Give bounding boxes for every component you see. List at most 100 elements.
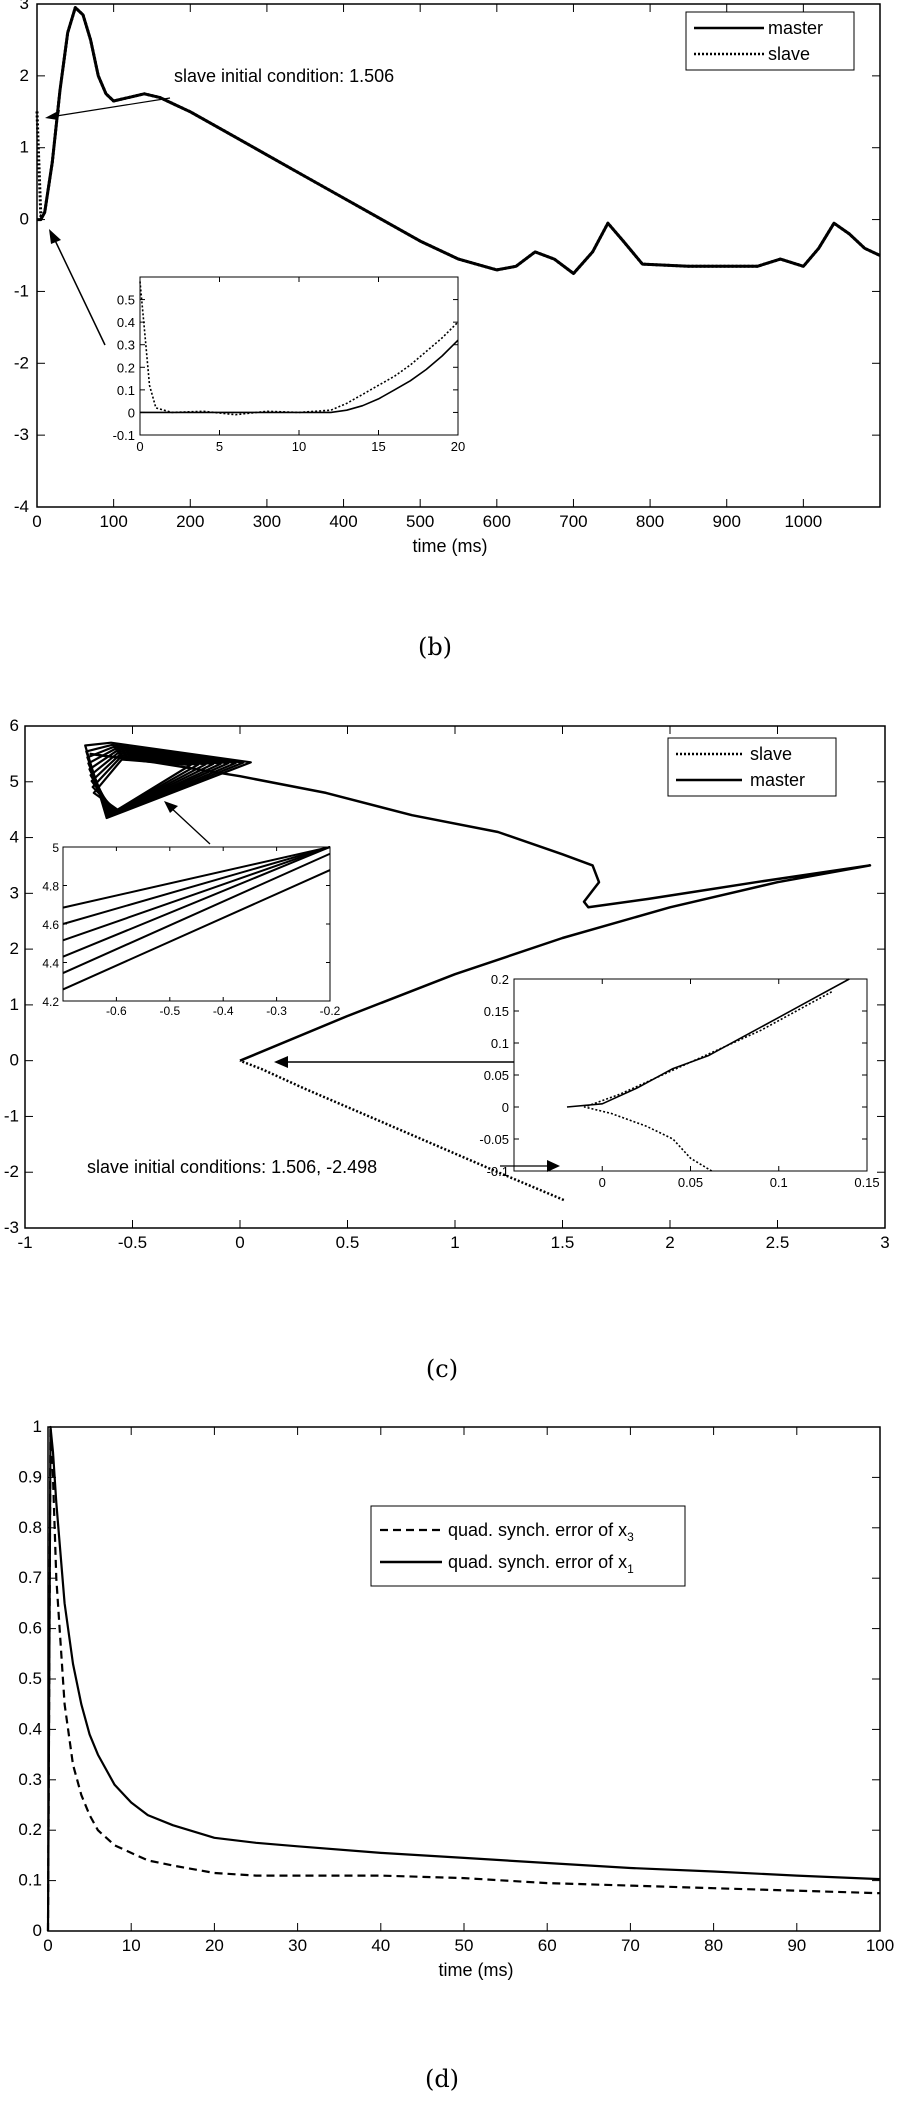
panel-b-inset-xtick-label-4: 20 bbox=[451, 439, 465, 454]
panel-b-xtick-label-4: 400 bbox=[329, 512, 357, 531]
panel-d-ytick-label-9: 0.9 bbox=[18, 1467, 42, 1486]
panel-c-inset-upper-xtick-label-2: -0.4 bbox=[213, 1004, 234, 1018]
panel-c-inset-upper-band-0 bbox=[62, 869, 331, 991]
panel-c-series-slave bbox=[239, 1059, 565, 1202]
legend-x1-subscript: 1 bbox=[627, 1562, 634, 1576]
panel-c-lower-arrowhead bbox=[274, 1056, 288, 1068]
panel-b-inset-xtick-label-3: 15 bbox=[371, 439, 385, 454]
panel-c-inset-upper-xtick-label-4: -0.2 bbox=[320, 1004, 341, 1018]
panel-b-inset-xtick-label-2: 10 bbox=[292, 439, 306, 454]
panel-d-xtick-label-2: 20 bbox=[205, 1936, 224, 1955]
panel-c-inset-upper-band-2 bbox=[62, 846, 331, 958]
panel-b-chart: 0 100 200 300 400 500 600 700 800 900 1000-4-3-2-1… bbox=[14, 0, 881, 661]
panel-b-ytick-label-6: 2 bbox=[20, 66, 29, 85]
panel-b-annotation: slave initial condition: 1.506 bbox=[45, 66, 394, 346]
panel-c-xtick-label-1: -0.5 bbox=[118, 1233, 147, 1252]
panel-c-inset-lower-series-master bbox=[566, 978, 850, 1108]
legend-slave-label: slave bbox=[768, 44, 810, 64]
panel-c-inset-lower-xtick-label-1: 0.05 bbox=[678, 1175, 703, 1190]
panel-b-xtick-label-7: 700 bbox=[559, 512, 587, 531]
panel-c-upper-arrow bbox=[167, 804, 211, 845]
panel-c-inset-lower-xtick-label-3: 0.15 bbox=[854, 1175, 879, 1190]
panel-c-inset-upper-ytick-label-3: 4.8 bbox=[42, 880, 59, 894]
panel-c-inset-upper-band-3 bbox=[62, 846, 331, 942]
legend-x3-text: quad. synch. error of x bbox=[448, 1520, 627, 1540]
panel-c-loop-ring-8 bbox=[92, 758, 192, 811]
panel-d-ytick-label-4: 0.4 bbox=[18, 1719, 42, 1738]
panel-b-inset-frame bbox=[139, 276, 459, 436]
panel-c-annotation-text: slave initial conditions: 1.506, -2.498 bbox=[87, 1157, 377, 1177]
legend-x3-label: quad. synch. error of x3 bbox=[448, 1520, 634, 1544]
panel-c-inset-lower-ticks: 0 0.05 0.1 0.15 -0.1 -0.05 0 0.05 0.1 0.15 0.2 bbox=[479, 972, 879, 1190]
panel-c-inset-lower-xtick-label-0: 0 bbox=[599, 1175, 606, 1190]
panel-b-xtick-label-0: 0 bbox=[32, 512, 41, 531]
panel-b-inset-ytick-label-1: 0 bbox=[128, 405, 135, 420]
panel-d-xtick-label-1: 10 bbox=[122, 1936, 141, 1955]
panel-c-ytick-label-7: 4 bbox=[10, 828, 19, 847]
panel-c-ytick-label-0: -3 bbox=[4, 1218, 19, 1237]
panel-b-legend: master slave bbox=[685, 11, 855, 71]
panel-c-ticks: -1 -0.5 0 0.5 1 1.5 2 2.5 3 -3 -2 -1 0 1 2 3 4 5 6 bbox=[4, 716, 890, 1252]
panel-c-ytick-label-2: -1 bbox=[4, 1106, 19, 1125]
panel-b-xtick-label-8: 800 bbox=[636, 512, 664, 531]
panel-d-xlabel: time (ms) bbox=[439, 1960, 514, 1980]
panel-c-inset-upper-xtick-label-3: -0.3 bbox=[266, 1004, 287, 1018]
panel-b-inset-ytick-label-4: 0.3 bbox=[117, 338, 135, 353]
panel-b-ytick-label-2: -2 bbox=[14, 353, 29, 372]
panel-d-ytick-label-2: 0.2 bbox=[18, 1820, 42, 1839]
panel-b-ticks: 0 100 200 300 400 500 600 700 800 900 1000-4-3-2-1… bbox=[14, 0, 880, 531]
panel-b-xtick-label-5: 500 bbox=[406, 512, 434, 531]
panel-b-inset-ytick-label-6: 0.5 bbox=[117, 293, 135, 308]
panel-d-ytick-label-1: 0.1 bbox=[18, 1871, 42, 1890]
legend-c-master-label: master bbox=[750, 770, 805, 790]
panel-d-ytick-label-6: 0.6 bbox=[18, 1619, 42, 1638]
panel-c-inset-lower-ytick-label-4: 0.1 bbox=[491, 1036, 509, 1051]
legend-master-label: master bbox=[768, 18, 823, 38]
panel-d-ytick-label-10: 1 bbox=[33, 1417, 42, 1436]
panel-c-caption: (c) bbox=[426, 1355, 458, 1383]
panel-b-inset-arrow bbox=[51, 233, 106, 346]
panel-d-xtick-label-6: 60 bbox=[538, 1936, 557, 1955]
panel-c-ytick-label-9: 6 bbox=[10, 716, 19, 735]
panel-d-ytick-label-7: 0.7 bbox=[18, 1568, 42, 1587]
panel-b-inset: 0 5 10 15 20-0.100.10.20.30.40.5 bbox=[113, 276, 465, 454]
panel-b-ytick-label-5: 1 bbox=[20, 138, 29, 157]
legend-x1-text: quad. synch. error of x bbox=[448, 1552, 627, 1572]
panel-d-plot-frame bbox=[47, 1426, 881, 1932]
panel-b-series bbox=[35, 6, 881, 275]
panel-c-inset-upper-lines bbox=[62, 846, 331, 991]
panel-b-xtick-label-6: 600 bbox=[483, 512, 511, 531]
panel-b-ytick-label-1: -3 bbox=[14, 425, 29, 444]
panel-c-inset-lower-ytick-label-6: 0.2 bbox=[491, 972, 509, 987]
panel-b-xtick-label-1: 100 bbox=[99, 512, 127, 531]
panel-c-inset-upper-frame bbox=[62, 846, 331, 1002]
panel-b-inset-ytick-label-3: 0.2 bbox=[117, 360, 135, 375]
panel-b-inset-arrowhead bbox=[49, 229, 61, 244]
panel-c-inset-lower-xtick-label-2: 0.1 bbox=[770, 1175, 788, 1190]
panel-c-inset-upper-ytick-label-0: 4.2 bbox=[42, 995, 59, 1009]
legend-c-slave-label: slave bbox=[750, 744, 792, 764]
panel-c-upper-arrowhead bbox=[164, 801, 178, 813]
panel-c-xtick-label-5: 1.5 bbox=[551, 1233, 575, 1252]
panel-c-series-master bbox=[89, 752, 872, 1062]
panel-b-xtick-label-2: 200 bbox=[176, 512, 204, 531]
panel-b-inset-ytick-label-5: 0.4 bbox=[117, 315, 135, 330]
panel-c-series bbox=[89, 752, 872, 1202]
panel-c-inset-lower-ytick-label-5: 0.15 bbox=[484, 1004, 509, 1019]
panel-b-inset-xtick-label-1: 5 bbox=[216, 439, 223, 454]
panel-b-inset-series bbox=[139, 281, 459, 416]
panel-c-inset-lower-frame bbox=[513, 978, 868, 1172]
panel-b-ytick-label-3: -1 bbox=[14, 281, 29, 300]
panel-d-xtick-label-9: 90 bbox=[787, 1936, 806, 1955]
panel-c-inset-upper-xtick-label-0: -0.6 bbox=[106, 1004, 127, 1018]
panel-b-inset-xtick-label-0: 0 bbox=[136, 439, 143, 454]
panel-c-inset-lower-series bbox=[566, 978, 850, 1172]
panel-d-xtick-label-3: 30 bbox=[288, 1936, 307, 1955]
panel-c-inset-lower-ytick-label-0: -0.1 bbox=[487, 1164, 509, 1179]
panel-d-ticks: 0 10 20 30 40 50 60 70 80 90 100 0 0.1 0.2 0.3 0.4 0.5 0.… bbox=[18, 1417, 894, 1955]
legend-x1-label: quad. synch. error of x1 bbox=[448, 1552, 634, 1576]
panel-c-inset-upper: -0.6 -0.5 -0.4 -0.3 -0.2 4.2 4.4 4.6 4.8 5 bbox=[42, 841, 340, 1018]
panel-c-ytick-label-6: 3 bbox=[10, 883, 19, 902]
panel-d-ytick-label-0: 0 bbox=[33, 1921, 42, 1940]
panel-b-xtick-label-10: 1000 bbox=[784, 512, 822, 531]
